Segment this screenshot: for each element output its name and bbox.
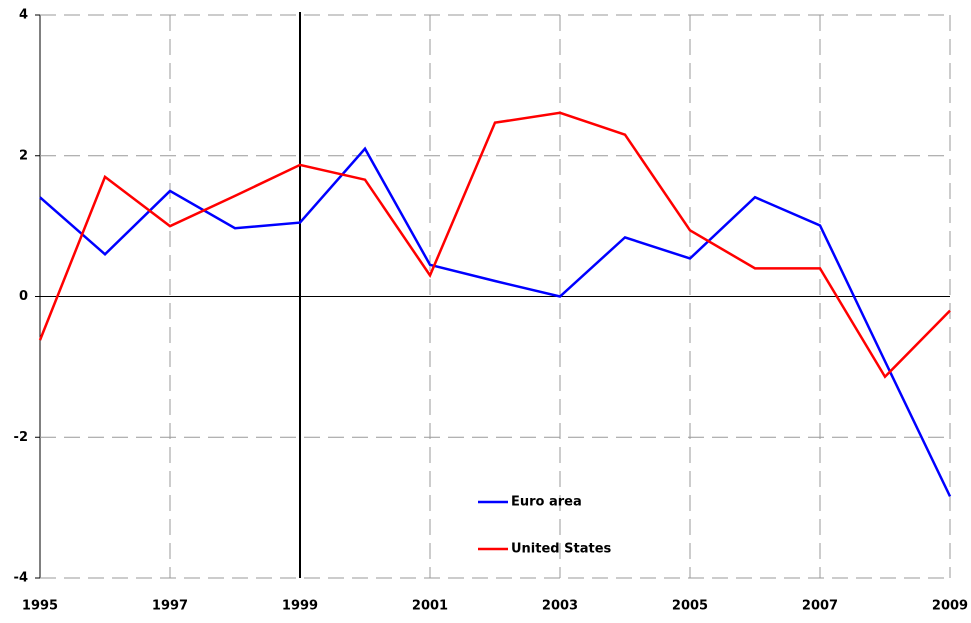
x-tick-label: 1999 — [282, 599, 318, 614]
series-line — [38, 111, 951, 379]
y-tick-label: 0 — [19, 289, 28, 304]
x-tick-label: 2001 — [412, 599, 448, 614]
y-tick-label: -4 — [14, 571, 28, 586]
series-line — [39, 146, 952, 497]
x-tick-label: 2005 — [672, 599, 708, 614]
legend-label: United States — [511, 542, 612, 557]
x-tick-label: 2003 — [542, 599, 578, 614]
y-tick-label: 4 — [19, 8, 28, 23]
x-tick-label: 1995 — [22, 599, 58, 614]
x-tick-label: 2007 — [802, 599, 838, 614]
x-tick-label: 2009 — [932, 599, 968, 614]
y-tick-label: -2 — [14, 430, 28, 445]
legend-label: Euro area — [511, 495, 582, 510]
y-tick-label: 2 — [19, 148, 28, 163]
x-tick-label: 1997 — [152, 599, 188, 614]
